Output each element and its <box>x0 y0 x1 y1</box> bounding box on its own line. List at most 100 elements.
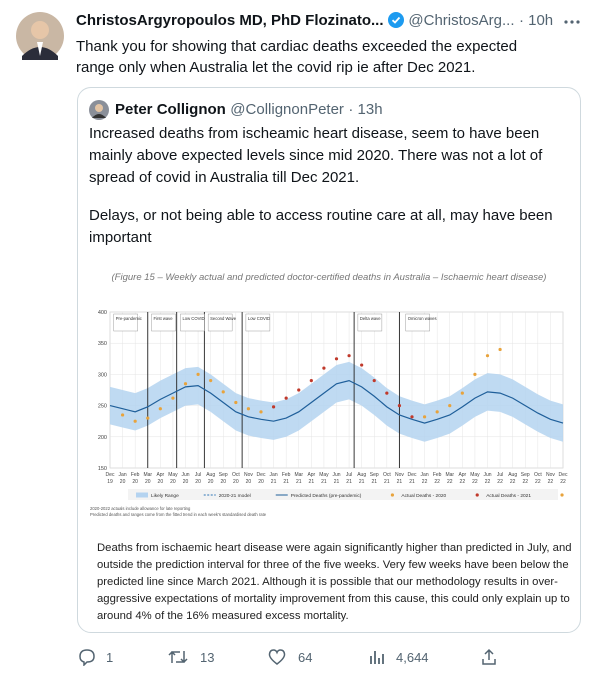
x-tick-label: Oct <box>232 472 240 478</box>
x-tick-label: Feb <box>282 472 291 478</box>
x-tick-label: Jun <box>483 472 491 478</box>
views-icon[interactable] <box>368 648 386 666</box>
legend-swatch <box>136 492 148 498</box>
reply-icon[interactable] <box>78 648 96 666</box>
quote-author-name: Peter Collignon <box>115 101 226 118</box>
quote-time: · 13h <box>348 101 383 118</box>
actual-dot <box>209 379 213 383</box>
legend-label: Actual Deaths - 2021 <box>486 493 531 499</box>
x-tick-label: Aug <box>357 472 366 478</box>
chart-title: (Figure 15 – Weekly actual and predicted… <box>112 272 547 283</box>
x-tick-label: 20 <box>208 479 214 485</box>
chart: (Figure 15 – Weekly actual and predicted… <box>90 272 568 517</box>
actual-dot <box>297 388 301 392</box>
x-tick-label: Jun <box>332 472 340 478</box>
avatar[interactable] <box>16 12 64 60</box>
x-tick-label: 21 <box>334 479 340 485</box>
x-tick-label: 21 <box>296 479 302 485</box>
x-tick-label: 21 <box>359 479 365 485</box>
x-tick-label: 22 <box>560 479 566 485</box>
share-icon[interactable] <box>480 648 498 666</box>
quote-card[interactable] <box>77 87 581 633</box>
more-button[interactable] <box>562 14 582 30</box>
x-tick-label: 21 <box>309 479 315 485</box>
actual-dot <box>397 404 402 408</box>
x-tick-label: Aug <box>508 472 517 478</box>
quote-caption: Deaths from ischaemic heart disease were… <box>97 542 572 622</box>
legend-label: Likely Range <box>151 493 179 499</box>
author-handle[interactable]: @ChristosArg... <box>408 12 515 29</box>
x-tick-label: May <box>319 472 329 478</box>
x-tick-label: Jul <box>346 472 352 478</box>
verified-badge <box>387 12 404 28</box>
x-tick-label: 22 <box>548 479 554 485</box>
period-box <box>151 313 176 332</box>
x-tick-label: Jan <box>421 472 429 478</box>
period-label: Delta wave <box>360 316 381 321</box>
x-tick-label: Aug <box>206 472 215 478</box>
actual-dot <box>284 396 288 400</box>
x-tick-label: 21 <box>283 479 289 485</box>
period-label: Pre-pandemic <box>116 316 142 321</box>
predicted-line <box>109 380 564 424</box>
x-tick-label: Jan <box>119 472 127 478</box>
x-tick-label: Feb <box>433 472 442 478</box>
x-tick-label: Nov <box>395 472 404 478</box>
actual-dot <box>448 404 452 408</box>
actual-dot <box>334 357 339 361</box>
x-tick-label: Jul <box>497 472 503 478</box>
like-icon[interactable] <box>268 648 286 666</box>
x-tick-label: 22 <box>485 479 491 485</box>
x-tick-label: 22 <box>510 479 516 485</box>
x-tick-label: 21 <box>409 479 415 485</box>
x-tick-label: Mar <box>143 472 152 478</box>
legend-swatch <box>560 493 564 497</box>
period-label: First wave <box>154 316 174 321</box>
x-tick-label: 19 <box>107 479 113 485</box>
x-tick-label: Jun <box>181 472 189 478</box>
actual-dot <box>259 410 263 414</box>
y-tick-label: 350 <box>98 341 107 347</box>
x-tick-label: 22 <box>472 479 478 485</box>
legend-box <box>128 489 558 500</box>
legend-label: 2020-21 model <box>219 493 251 499</box>
x-tick-label: Sep <box>370 472 379 478</box>
period-box <box>207 313 233 332</box>
period-box <box>245 313 271 332</box>
period-label: Low COVID <box>248 316 270 321</box>
actual-dot <box>322 366 326 370</box>
x-tick-label: Oct <box>534 472 542 478</box>
actual-dot <box>234 400 238 405</box>
likely-range <box>110 361 563 442</box>
x-tick-label: Feb <box>131 472 140 478</box>
quote-author-line: Peter Collignon @CollignonPeter · 13h <box>115 101 383 119</box>
x-tick-label: Nov <box>546 472 555 478</box>
x-tick-label: 20 <box>170 479 176 485</box>
actual-dot <box>271 405 276 409</box>
actual-dot <box>120 413 125 417</box>
x-tick-label: 22 <box>460 479 466 485</box>
actual-dot <box>146 416 150 420</box>
actual-dot <box>498 347 502 352</box>
retweet-icon[interactable] <box>168 648 188 666</box>
actual-dot <box>221 390 225 394</box>
x-tick-label: 22 <box>447 479 453 485</box>
tweet-time[interactable]: · 10h <box>518 12 554 29</box>
y-tick-label: 400 <box>98 310 107 316</box>
actual-dot <box>158 407 162 411</box>
x-tick-label: 21 <box>371 479 377 485</box>
legend-swatch <box>390 493 395 497</box>
x-tick-label: 21 <box>271 479 277 485</box>
x-tick-label: 20 <box>258 479 264 485</box>
author-name[interactable]: ChristosArgyropoulos MD, PhD Flozinato..… <box>76 12 384 29</box>
actual-dot <box>347 354 351 358</box>
quote-paragraph: Delays, or not being able to access rout… <box>89 207 553 246</box>
x-tick-label: Apr <box>156 472 164 478</box>
actual-dot <box>309 379 313 383</box>
tweet-text: Thank you for showing that cardiac death… <box>76 38 518 76</box>
x-tick-label: May <box>470 472 480 478</box>
y-tick-label: 300 <box>98 372 107 378</box>
x-tick-label: 20 <box>195 479 201 485</box>
x-tick-label: Sep <box>219 472 228 478</box>
